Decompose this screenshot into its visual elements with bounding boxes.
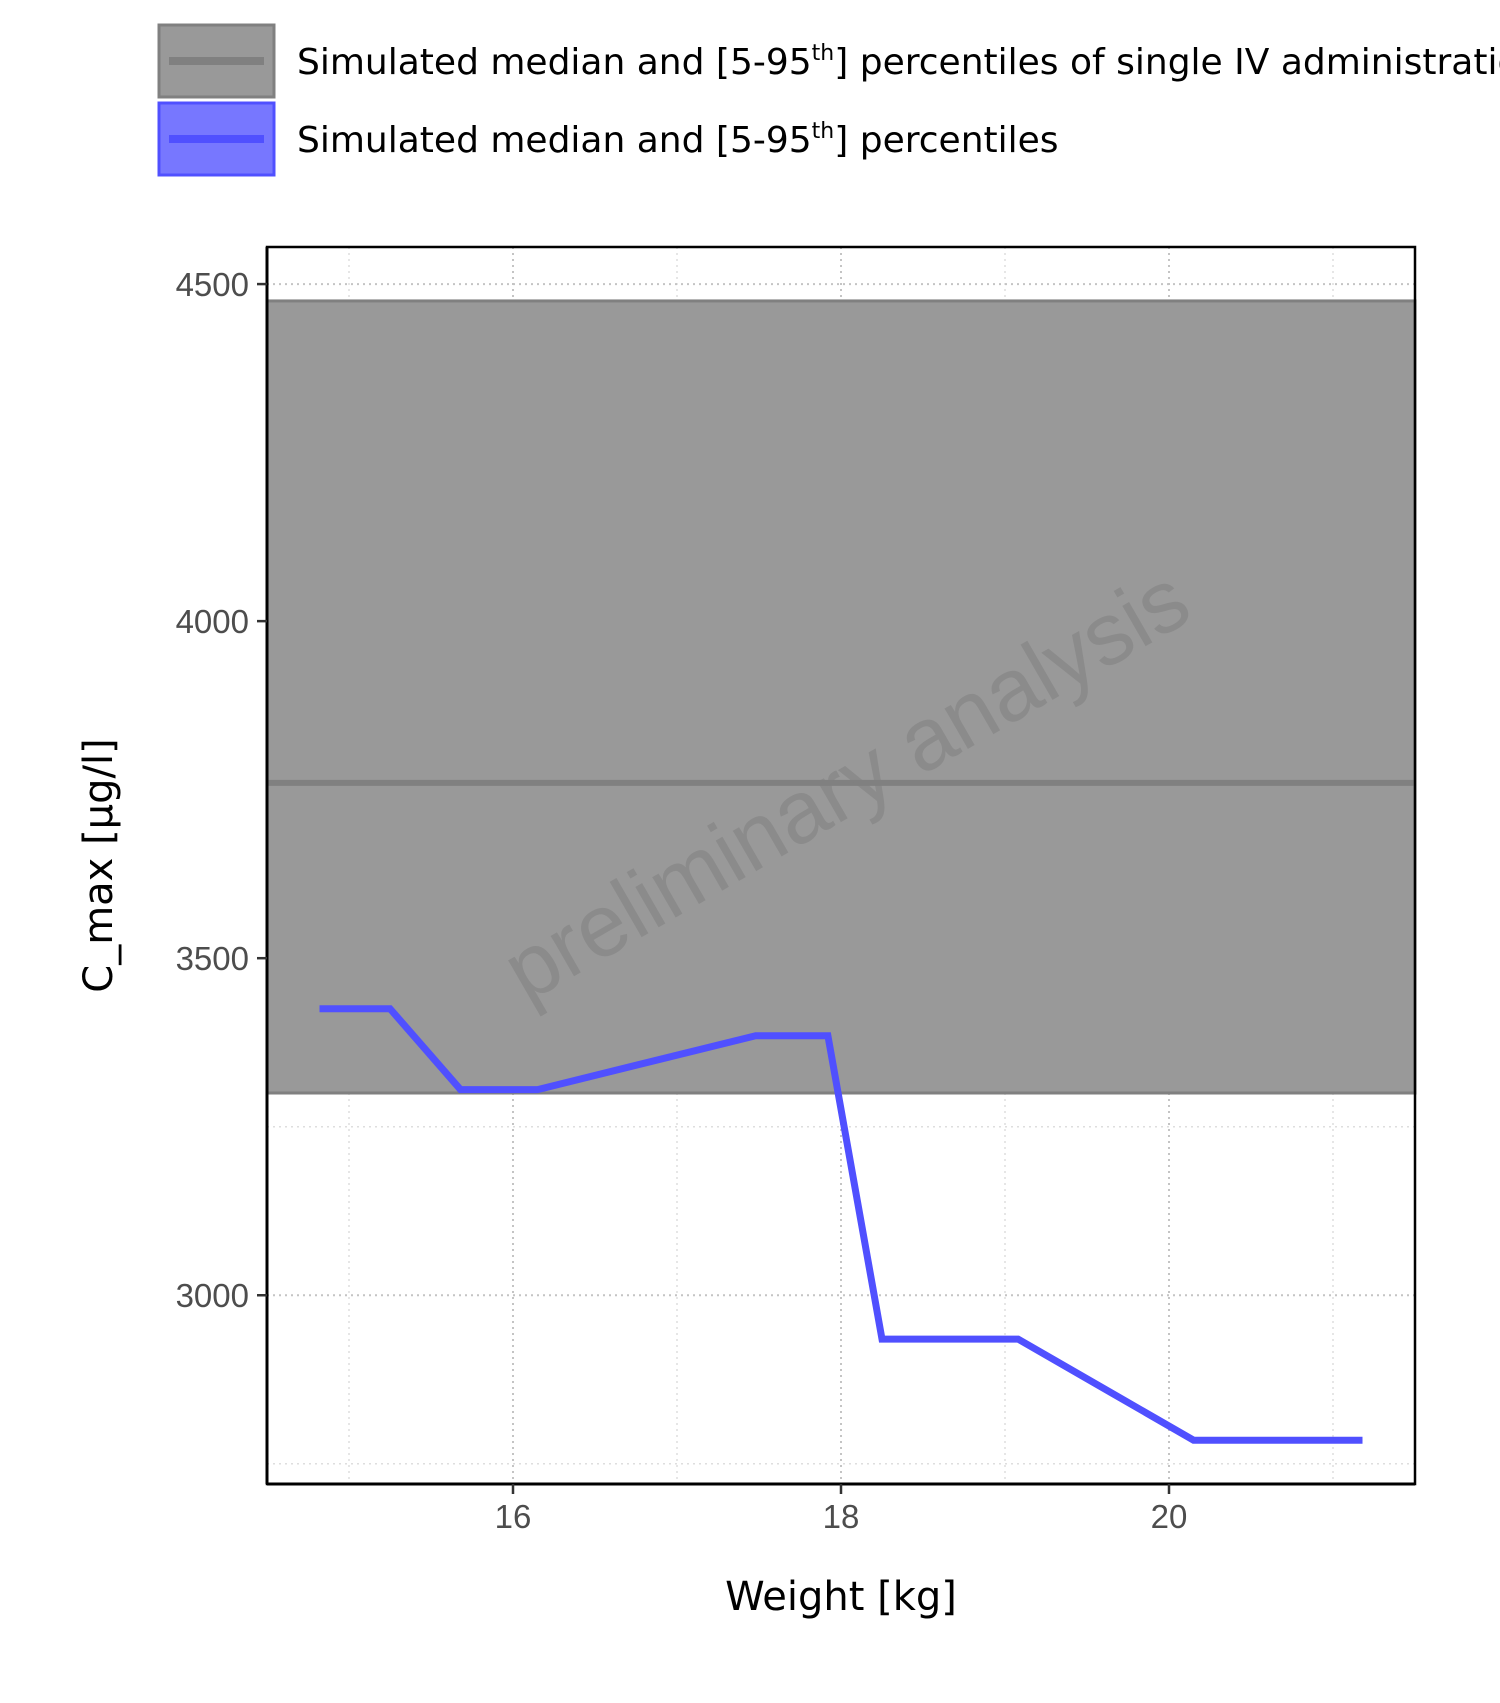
series-line	[319, 1005, 1363, 1444]
y-axis-title: C_max [µg/l]	[76, 738, 122, 992]
legend-label-series: Simulated median and [5-95th] percentile…	[297, 119, 1059, 161]
y-tick-label-0: 3000	[176, 1277, 249, 1314]
plot-panel: preliminary analysis	[265, 247, 1417, 1484]
x-tick-label-0: 16	[495, 1498, 532, 1535]
legend-label-reference: Simulated median and [5-95th] percentile…	[297, 41, 1500, 83]
axes: 16 18 20 3000 3500 4000 4500 Weight [kg] C_max […	[76, 245, 1417, 1620]
x-axis-title: Weight [kg]	[725, 1574, 957, 1620]
x-tick-label-1: 18	[823, 1498, 860, 1535]
y-tick-label-3: 4500	[176, 266, 249, 303]
x-tick-label-2: 20	[1151, 1498, 1188, 1535]
legend: Simulated median and [5-95th] percentile…	[157, 23, 1500, 177]
reference-band	[265, 299, 1417, 1095]
y-tick-label-2: 4000	[176, 603, 249, 640]
y-tick-label-1: 3500	[176, 940, 249, 977]
